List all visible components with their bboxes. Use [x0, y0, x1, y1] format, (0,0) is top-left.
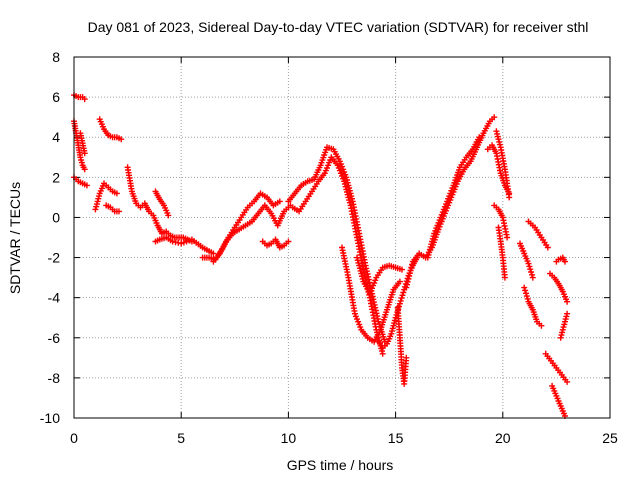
series-trace-i: [152, 188, 172, 219]
data-point: [529, 274, 536, 281]
data-point: [403, 354, 410, 361]
series-trace-q: [354, 254, 405, 297]
data-point: [564, 310, 571, 317]
data-point: [404, 278, 411, 285]
x-tick-label: 20: [495, 430, 511, 446]
data-point: [436, 217, 443, 224]
data-point: [522, 287, 529, 294]
series-trace-p: [339, 244, 403, 345]
data-point: [398, 295, 405, 302]
x-tick-label: 5: [177, 430, 185, 446]
x-tick-labels: 0 5 10 15 20 25: [70, 430, 618, 446]
series-trace-ac: [547, 270, 571, 305]
series-trace-aa: [521, 284, 545, 329]
series-trace-z: [517, 240, 536, 281]
x-axis-label: GPS time / hours: [287, 457, 394, 473]
data-point: [396, 278, 403, 285]
plot-frame: [73, 56, 611, 419]
y-tick-label: -2: [48, 250, 61, 266]
series-trace-n: [285, 144, 388, 345]
data-point: [400, 289, 407, 296]
data-point: [443, 201, 449, 208]
data-point: [399, 266, 405, 273]
y-tick-labels: -10 -8 -6 -4 -2 0 2 4 6 8: [40, 49, 60, 426]
data-point: [116, 208, 122, 215]
data-point: [562, 258, 568, 265]
data-point: [564, 378, 571, 385]
series-trace-s: [394, 304, 410, 387]
series-trace-af: [557, 310, 571, 341]
y-tick-label: -4: [48, 290, 61, 306]
data-point: [446, 193, 453, 200]
y-tick-label: -6: [48, 330, 61, 346]
series-trace-y: [495, 224, 508, 281]
data-point: [528, 269, 535, 275]
data-points: [71, 92, 571, 419]
series-trace-ag: [542, 350, 571, 385]
data-point: [529, 271, 535, 278]
series-trace-d: [77, 130, 88, 157]
y-tick-label: 4: [52, 129, 60, 145]
x-tick-label: 15: [388, 430, 404, 446]
data-point: [521, 284, 528, 291]
data-point: [379, 350, 386, 357]
y-tick-label: 0: [52, 209, 60, 225]
y-tick-label: -10: [40, 410, 60, 426]
data-point: [113, 190, 120, 197]
series-trace-m: [259, 236, 292, 251]
data-point: [118, 136, 125, 143]
y-tick-label: 8: [52, 49, 60, 65]
data-point: [210, 250, 217, 257]
chart-title: Day 081 of 2023, Sidereal Day-to-day VTE…: [88, 19, 589, 35]
data-point: [285, 238, 292, 245]
data-point: [564, 298, 571, 305]
data-point: [501, 274, 508, 281]
data-point: [81, 150, 88, 157]
data-point: [476, 134, 483, 141]
y-tick-label: 2: [52, 169, 60, 185]
data-point: [83, 182, 90, 189]
data-point: [506, 194, 513, 201]
data-point: [165, 212, 172, 219]
data-point: [523, 290, 529, 297]
data-point: [523, 293, 530, 300]
data-point: [397, 297, 404, 304]
data-point: [399, 292, 406, 299]
data-point: [525, 260, 532, 267]
data-point: [276, 198, 283, 205]
data-point: [491, 114, 498, 121]
series-trace-u: [424, 134, 483, 261]
data-point: [504, 234, 511, 241]
series-trace-h: [124, 164, 195, 245]
series-trace-l: [210, 202, 294, 265]
y-axis-label: SDTVAR / TECUs: [7, 182, 23, 294]
data-point: [81, 96, 88, 103]
data-point: [524, 295, 531, 302]
x-tick-label: 0: [70, 430, 78, 446]
data-point: [81, 166, 88, 173]
data-point: [180, 239, 187, 246]
data-point: [544, 244, 551, 251]
series-trace-g: [103, 202, 122, 215]
x-tick-label: 25: [602, 430, 618, 446]
y-tick-label: -8: [48, 370, 61, 386]
series-trace-j: [152, 234, 217, 257]
data-point: [409, 261, 415, 268]
data-point: [526, 263, 533, 270]
data-point: [396, 300, 403, 307]
y-tick-label: 6: [52, 89, 60, 105]
x-tick-label: 10: [281, 430, 297, 446]
series-trace-w: [493, 128, 513, 201]
series-trace-e: [96, 116, 125, 143]
data-point: [538, 322, 545, 329]
series-trace-f: [92, 180, 120, 213]
series-trace-ae: [549, 382, 568, 419]
series-trace-ad: [553, 254, 568, 265]
data-point: [439, 209, 446, 216]
data-point: [527, 266, 534, 273]
series-trace-x: [491, 202, 511, 241]
series-trace-ab: [525, 218, 551, 251]
